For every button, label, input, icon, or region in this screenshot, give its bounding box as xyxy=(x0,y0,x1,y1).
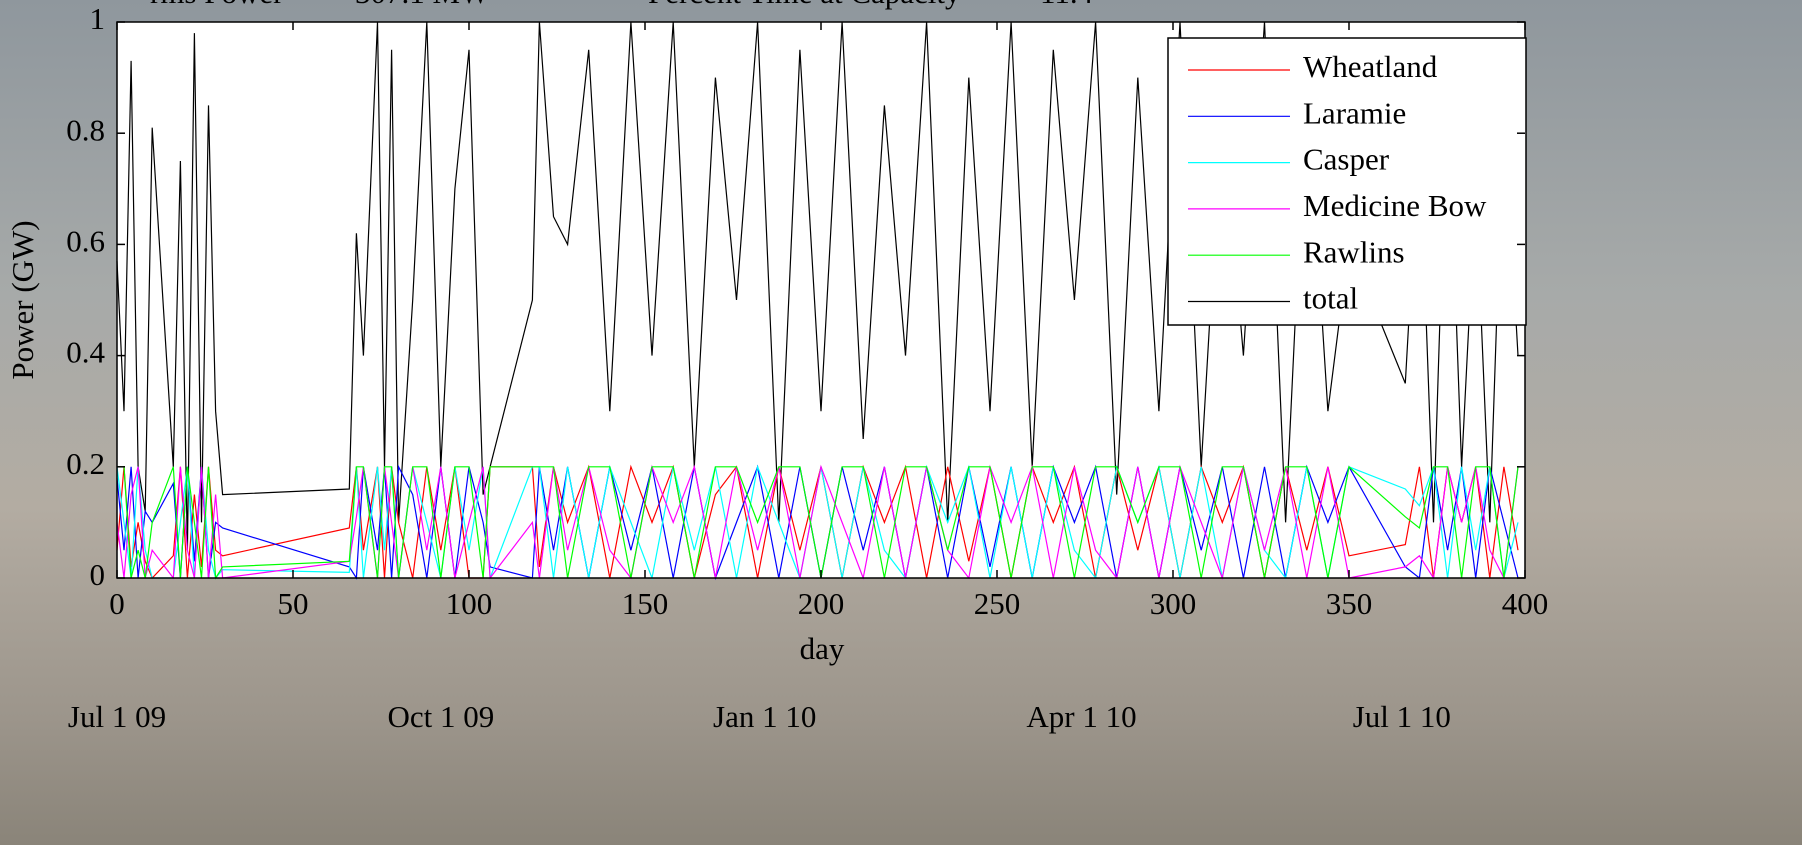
y-tick-label: 0.4 xyxy=(66,335,105,370)
legend-label: Medicine Bow xyxy=(1303,188,1487,223)
x-tick-label: 200 xyxy=(798,586,845,621)
series-line xyxy=(116,464,1519,581)
legend-label: Wheatland xyxy=(1303,49,1438,84)
x-tick-label: 300 xyxy=(1150,586,1197,621)
header-text: 11.4 xyxy=(1040,0,1094,10)
x-tick-label: 150 xyxy=(622,586,669,621)
x-tick-label: 250 xyxy=(974,586,1021,621)
y-tick-label: 1 xyxy=(90,1,106,36)
legend-label: Casper xyxy=(1303,142,1390,177)
x-tick-label: 400 xyxy=(1502,586,1549,621)
x-tick-label: 350 xyxy=(1326,586,1373,621)
x-tick-label: 100 xyxy=(446,586,493,621)
y-tick-label: 0.2 xyxy=(66,446,105,481)
x-tick-label: 0 xyxy=(109,586,125,621)
legend-box xyxy=(1167,37,1527,326)
header-text: 307.1 MW xyxy=(355,0,490,10)
lines xyxy=(116,21,1519,581)
date-label: Apr 1 10 xyxy=(1026,699,1136,734)
legend-label: total xyxy=(1303,281,1358,316)
legend-label: Rawlins xyxy=(1303,234,1405,269)
date-label: Oct 1 09 xyxy=(387,699,494,734)
date-label: Jan 1 10 xyxy=(713,699,816,734)
series-line xyxy=(117,465,1519,580)
y-axis-label: Power (GW) xyxy=(5,220,40,379)
y-tick-label: 0.6 xyxy=(66,224,105,259)
legend: Wheatland Laramie Casper Medicine Bow Rawlin… xyxy=(1167,37,1527,326)
date-label: Jul 1 10 xyxy=(1353,699,1451,734)
x-tick-label: 50 xyxy=(278,586,309,621)
header-text: rms Power xyxy=(150,0,284,10)
series-line xyxy=(116,464,1519,581)
legend-label: Laramie xyxy=(1303,95,1406,130)
y-tick-label: 0 xyxy=(90,557,106,592)
date-label: Jul 1 09 xyxy=(68,699,166,734)
x-axis-label: day xyxy=(800,631,845,666)
y-tick-label: 0.8 xyxy=(66,112,105,147)
header-text: Percent Time at Capacity xyxy=(648,0,961,10)
